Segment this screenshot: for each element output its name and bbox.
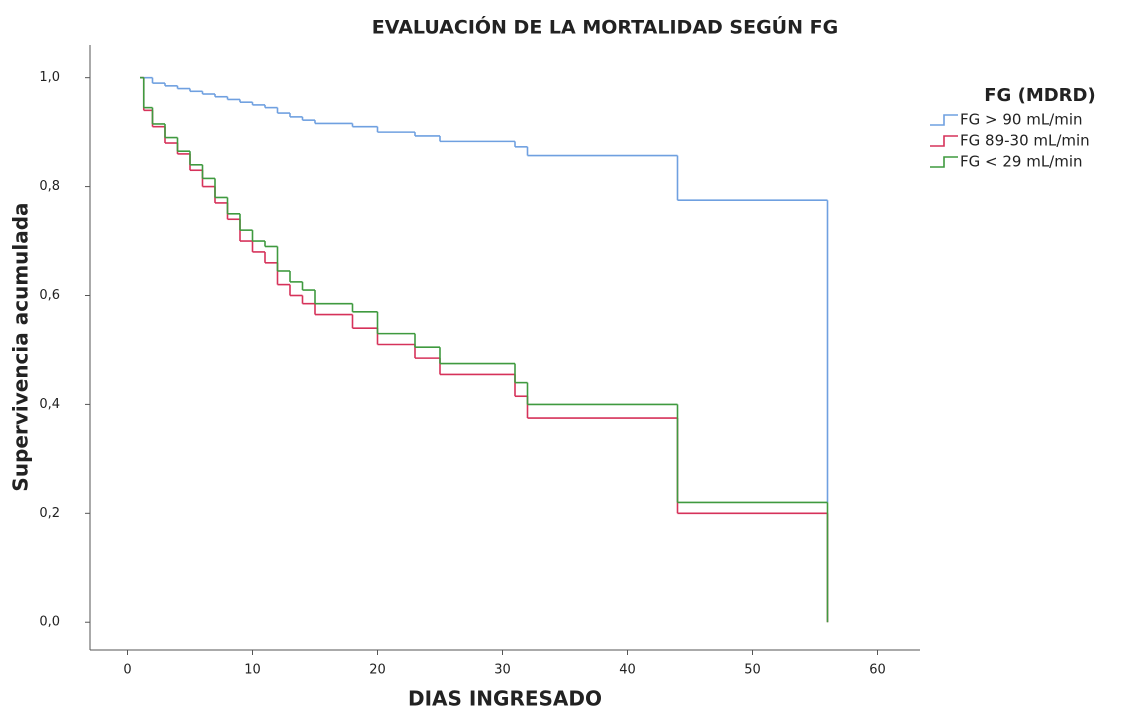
y-tick-label: 0,8	[39, 179, 60, 194]
legend-swatch	[930, 114, 958, 126]
x-tick-label: 50	[744, 663, 761, 678]
legend-label: FG 89-30 mL/min	[960, 132, 1090, 150]
x-tick-label: 20	[369, 663, 386, 678]
x-tick-label: 10	[244, 663, 261, 678]
legend-label: FG > 90 mL/min	[960, 111, 1083, 129]
y-tick-label: 0,0	[39, 615, 60, 630]
y-axis-label: Supervivencia acumulada	[9, 202, 33, 491]
y-tick-label: 0,4	[39, 397, 60, 412]
x-tick-label: 60	[869, 663, 886, 678]
legend-label: FG < 29 mL/min	[960, 153, 1083, 171]
legend-swatch	[930, 156, 958, 168]
x-tick-label: 0	[123, 663, 131, 678]
x-tick-label: 40	[619, 663, 636, 678]
y-tick-label: 0,6	[39, 288, 60, 303]
legend-swatch	[930, 135, 958, 147]
x-axis-label: DIAS INGRESADO	[408, 687, 602, 711]
y-tick-label: 1,0	[39, 70, 60, 85]
legend-title: FG (MDRD)	[984, 85, 1095, 106]
y-tick-label: 0,2	[39, 506, 60, 521]
x-tick-label: 30	[494, 663, 511, 678]
chart-title: EVALUACIÓN DE LA MORTALIDAD SEGÚN FG	[372, 15, 838, 39]
